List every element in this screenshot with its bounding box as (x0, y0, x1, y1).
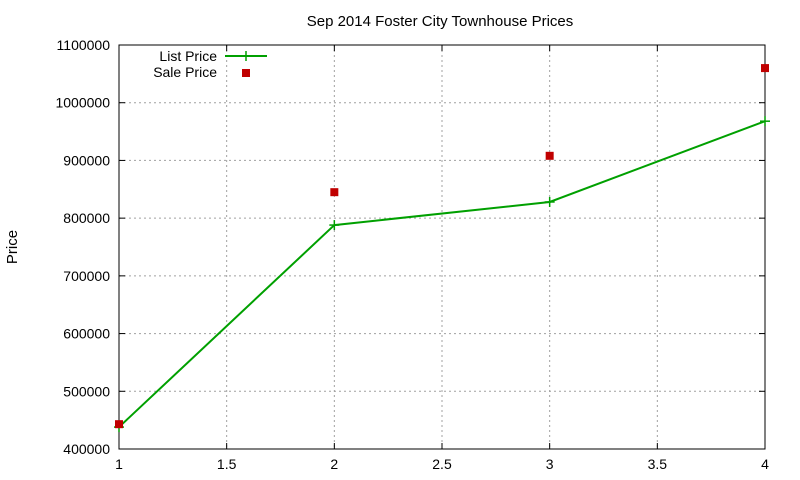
grid (118, 44, 766, 450)
y-tick-label: 700000 (63, 268, 110, 284)
y-tick-label: 1100000 (57, 37, 111, 53)
y-tick-label: 400000 (63, 441, 110, 457)
y-axis-label: Price (4, 230, 21, 264)
axis-ticks: 1 1.5 2 2.5 3 3.5 4 400000 500000 600000 700000 800… (55, 37, 769, 472)
list-price-point (544, 196, 555, 207)
sale-price-point (545, 151, 554, 160)
sale-price-point (115, 420, 123, 429)
list-price-point (760, 116, 770, 127)
x-tick-label: 2.5 (432, 456, 452, 472)
chart-title: Sep 2014 Foster City Townhouse Prices (307, 13, 574, 30)
x-tick-label: 3.5 (648, 456, 668, 472)
legend-label-sale-price: Sale Price (153, 64, 217, 80)
sale-price-point (330, 188, 339, 197)
y-tick-label: 900000 (63, 152, 110, 168)
plot-frame (118, 44, 766, 450)
y-tick-label: 1000000 (55, 95, 110, 111)
y-tick-label: 500000 (63, 383, 110, 399)
legend-swatch-marker-list-price (241, 51, 251, 61)
sale-price-point (761, 64, 769, 73)
y-tick-label: 600000 (63, 326, 110, 342)
list-price-line (118, 120, 766, 428)
list-price-point (329, 220, 340, 231)
y-tick-label: 800000 (63, 210, 110, 226)
x-tick-label: 2 (330, 456, 338, 472)
x-tick-label: 3 (546, 456, 554, 472)
series-layer (114, 64, 770, 433)
x-tick-label: 1.5 (217, 456, 237, 472)
legend-swatch-sale-price (242, 69, 250, 77)
x-tick-label: 1 (115, 456, 123, 472)
legend-label-list-price: List Price (159, 48, 217, 64)
x-tick-label: 4 (761, 456, 769, 472)
